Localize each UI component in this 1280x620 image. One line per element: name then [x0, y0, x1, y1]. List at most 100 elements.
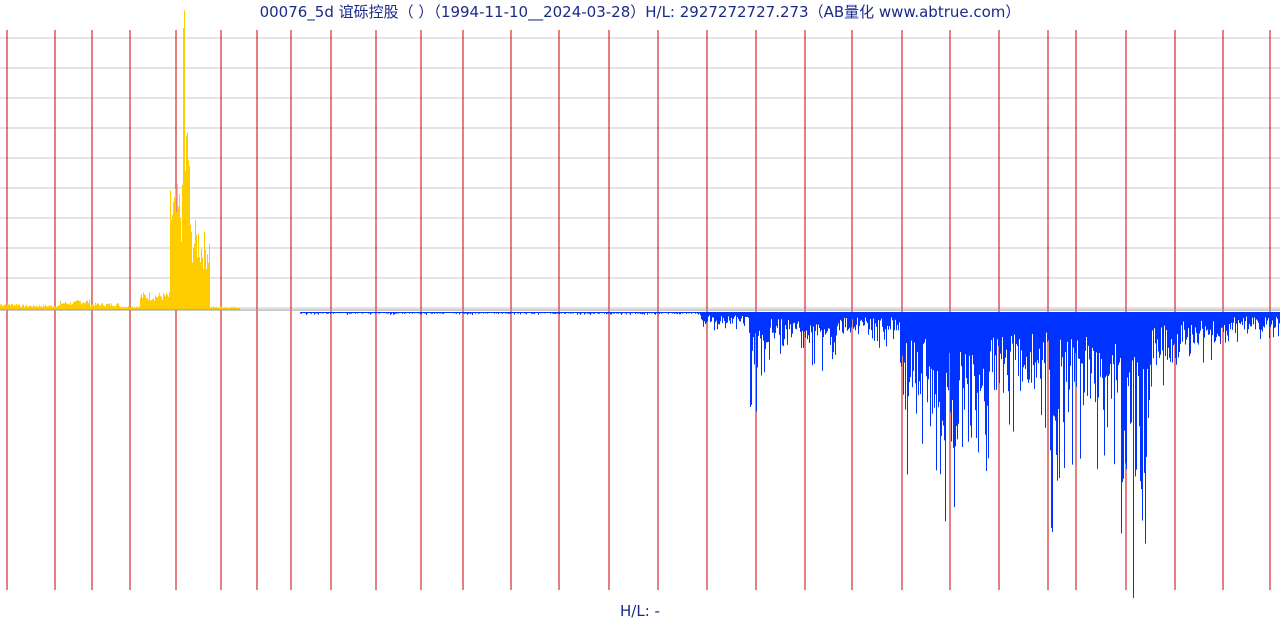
- lower-bar: [370, 312, 371, 315]
- lower-bar: [306, 312, 307, 315]
- lower-bar: [435, 312, 436, 313]
- lower-bar: [1256, 312, 1257, 320]
- lower-bar: [959, 312, 960, 381]
- lower-bar: [1247, 312, 1248, 334]
- lower-bar: [922, 312, 923, 444]
- lower-bar: [315, 312, 316, 314]
- lower-bar: [372, 312, 373, 313]
- upper-bar: [196, 234, 197, 310]
- lower-bar: [534, 312, 535, 315]
- lower-bar: [626, 312, 627, 315]
- lower-bar: [332, 312, 333, 313]
- lower-bar: [895, 312, 896, 320]
- lower-bar: [437, 312, 438, 314]
- lower-bar: [334, 312, 335, 314]
- lower-bar: [679, 312, 680, 315]
- lower-bar: [650, 312, 651, 313]
- lower-bar: [402, 312, 403, 314]
- lower-bar: [1097, 312, 1098, 469]
- lower-bar: [557, 312, 558, 314]
- lower-bar: [786, 312, 787, 330]
- lower-bar: [662, 312, 663, 314]
- lower-bar: [1046, 312, 1047, 333]
- lower-bar: [944, 312, 945, 441]
- upper-bar: [212, 307, 213, 310]
- lower-bar: [419, 312, 420, 314]
- lower-bar: [1199, 312, 1200, 334]
- lower-bar: [994, 312, 995, 390]
- lower-bar: [639, 312, 640, 314]
- upper-bar: [10, 305, 11, 310]
- lower-bar: [477, 312, 478, 313]
- lower-bar: [1190, 312, 1191, 354]
- lower-bar: [698, 312, 699, 315]
- lower-bar: [1189, 312, 1190, 357]
- lower-bar: [646, 312, 647, 313]
- lower-bar: [547, 312, 548, 313]
- lower-bar: [1098, 312, 1099, 398]
- lower-bar: [366, 312, 367, 313]
- lower-bar: [947, 312, 948, 388]
- lower-bar: [664, 312, 665, 313]
- lower-bar: [978, 312, 979, 453]
- lower-bar: [1230, 312, 1231, 330]
- lower-bar: [390, 312, 391, 315]
- upper-bar: [177, 183, 178, 310]
- lower-bar: [688, 312, 689, 314]
- lower-bar: [611, 312, 612, 315]
- lower-bar: [883, 312, 884, 332]
- lower-bar: [374, 312, 375, 314]
- lower-bar: [900, 312, 901, 363]
- lower-bar: [1010, 312, 1011, 352]
- lower-bar: [593, 312, 594, 314]
- upper-bar: [91, 305, 92, 310]
- lower-bar: [489, 312, 490, 313]
- lower-bar: [1017, 312, 1018, 346]
- lower-bar: [893, 312, 894, 340]
- lower-bar: [956, 312, 957, 426]
- lower-bar: [1155, 312, 1156, 344]
- lower-bar: [471, 312, 472, 314]
- upper-bar: [224, 307, 225, 310]
- lower-bar: [711, 312, 712, 322]
- upper-bar: [184, 10, 185, 310]
- lower-bar: [554, 312, 555, 314]
- upper-bar: [69, 304, 70, 310]
- lower-bar: [1121, 312, 1122, 534]
- lower-bar: [636, 312, 637, 313]
- lower-bar: [767, 312, 768, 343]
- lower-bar: [517, 312, 518, 314]
- lower-bar: [310, 312, 311, 314]
- upper-bar: [229, 308, 230, 310]
- lower-bar: [868, 312, 869, 335]
- upper-bar: [188, 160, 189, 310]
- lower-bar: [1025, 312, 1026, 369]
- lower-bar: [710, 312, 711, 323]
- lower-bar: [1142, 312, 1143, 521]
- lower-bar: [1071, 312, 1072, 340]
- lower-bar: [345, 312, 346, 313]
- lower-bar: [1064, 312, 1065, 468]
- upper-bar: [67, 303, 68, 310]
- lower-bar: [523, 312, 524, 313]
- lower-bar: [1235, 312, 1236, 333]
- upper-bar: [139, 306, 140, 310]
- lower-bar: [451, 312, 452, 313]
- lower-bar: [764, 312, 765, 373]
- lower-bar: [1062, 312, 1063, 358]
- lower-bar: [727, 312, 728, 323]
- lower-bar: [1177, 312, 1178, 335]
- lower-bar: [655, 312, 656, 315]
- lower-bar: [982, 312, 983, 386]
- lower-bar: [975, 312, 976, 411]
- upper-bar: [218, 307, 219, 310]
- lower-bar: [533, 312, 534, 314]
- upper-bar: [28, 306, 29, 310]
- lower-bar: [617, 312, 618, 314]
- upper-bar: [163, 292, 164, 310]
- lower-bar: [459, 312, 460, 315]
- upper-bar: [72, 304, 73, 310]
- lower-bar: [934, 312, 935, 408]
- lower-bar: [668, 312, 669, 315]
- lower-bar: [814, 312, 815, 364]
